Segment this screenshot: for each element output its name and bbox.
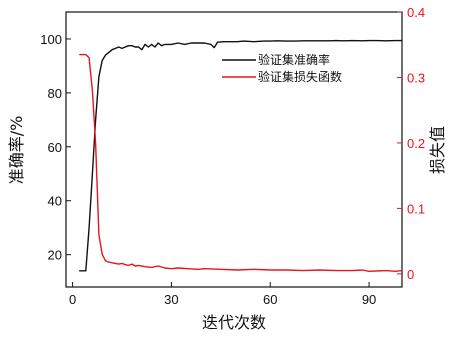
x-axis-ticks: 0 30 60 90 [69, 282, 376, 307]
accuracy-line [79, 39, 402, 272]
left-tick-label: 100 [40, 32, 62, 47]
series-layer [79, 39, 403, 272]
left-tick-label: 80 [48, 86, 62, 101]
x-tick-label: 60 [263, 292, 277, 307]
x-tick-label: 0 [69, 292, 76, 307]
right-tick-label: 0.2 [407, 136, 425, 151]
loss-line [79, 53, 403, 272]
left-axis-ticks: 20 40 60 80 100 [40, 32, 71, 263]
x-axis-title: 迭代次数 [202, 313, 266, 332]
legend: 验证集准确率 验证集损失函数 [222, 52, 342, 84]
plot-frame [65, 11, 403, 288]
left-axis-title: 准确率/% [7, 116, 26, 185]
legend-label-loss: 验证集损失函数 [258, 69, 342, 84]
left-tick-label: 40 [48, 194, 62, 209]
right-axis-ticks: 0 0.1 0.2 0.3 0.4 [397, 5, 425, 282]
right-tick-label: 0.4 [407, 5, 425, 20]
left-tick-label: 20 [48, 248, 62, 263]
x-tick-label: 90 [362, 292, 376, 307]
legend-label-accuracy: 验证集准确率 [258, 52, 330, 67]
right-tick-label: 0 [407, 267, 414, 282]
right-axis-title: 损失值 [428, 126, 447, 174]
left-tick-label: 60 [48, 140, 62, 155]
right-tick-label: 0.3 [407, 70, 425, 85]
x-tick-label: 30 [164, 292, 178, 307]
right-tick-label: 0.1 [407, 201, 425, 216]
